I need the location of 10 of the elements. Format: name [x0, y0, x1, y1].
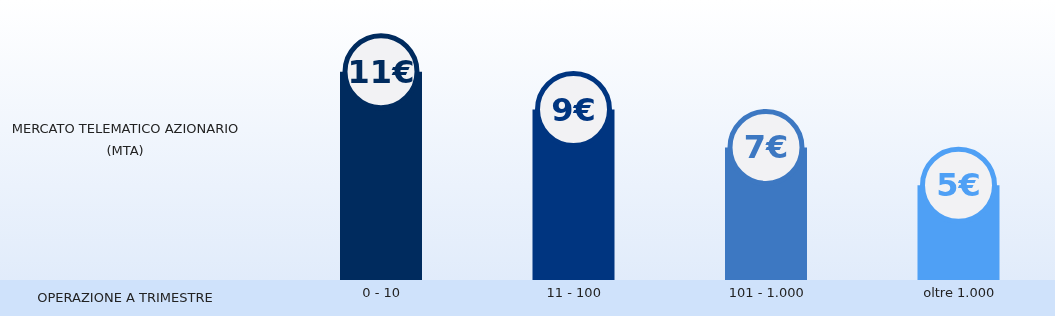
y-axis-title: MERCATO TELEMATICO AZIONARIO (MTA) — [10, 120, 240, 160]
data-label: 11€ — [347, 52, 415, 91]
data-label: 7€ — [743, 128, 789, 167]
x-tick-label: oltre 1.000 — [923, 285, 995, 301]
data-label: 9€ — [551, 90, 596, 129]
x-tick-label: 101 - 1.000 — [728, 285, 804, 301]
text: OPERAZIONE A TRIMESTRE — [36, 289, 214, 307]
x-tick-label: 0 - 10 — [362, 285, 401, 301]
data-label: 5€ — [936, 166, 981, 205]
x-tick-label: 11 - 100 — [546, 285, 601, 301]
